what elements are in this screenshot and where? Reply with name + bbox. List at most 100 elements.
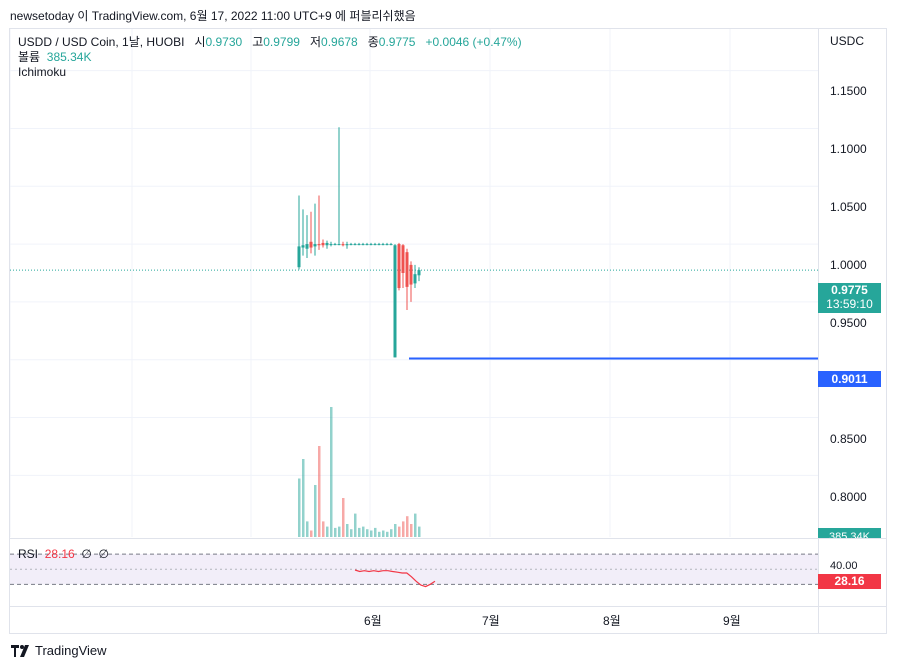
volume-bar bbox=[366, 529, 369, 537]
candle-body bbox=[357, 244, 361, 246]
time-label-sep: 9월 bbox=[723, 614, 741, 628]
candle-body bbox=[325, 242, 329, 246]
volume-bar bbox=[334, 527, 337, 537]
candle-body bbox=[305, 244, 309, 249]
change-value: +0.0046 (+0.47%) bbox=[425, 35, 522, 49]
volume-bar bbox=[402, 521, 405, 537]
volume-bar bbox=[310, 530, 313, 537]
high-label: 고 bbox=[252, 35, 264, 49]
price-tick: 1.0500 bbox=[830, 200, 867, 214]
volume-tag: 385.34K bbox=[818, 528, 881, 538]
volume-bar bbox=[342, 498, 345, 537]
volume-label: 볼륨 bbox=[18, 50, 41, 64]
volume-bar bbox=[418, 526, 421, 537]
rsi-param-1: ∅ bbox=[81, 547, 92, 561]
candle-body bbox=[309, 241, 313, 248]
close-value: 0.9775 bbox=[378, 35, 416, 49]
price-tick: 0.8000 bbox=[830, 490, 867, 504]
symbol-legend: USDD / USD Coin, 1날, HUOBI 시0.9730 고0.97… bbox=[18, 35, 522, 80]
rsi-line bbox=[354, 569, 436, 588]
tradingview-logo-icon bbox=[11, 644, 29, 657]
volume-bar bbox=[414, 513, 417, 537]
open-value: 0.9730 bbox=[205, 35, 243, 49]
candle-body bbox=[417, 270, 421, 276]
volume-bar bbox=[398, 526, 401, 537]
volume-bar bbox=[302, 459, 305, 537]
volume-bar bbox=[338, 526, 341, 537]
volume-bar bbox=[318, 446, 321, 537]
candle-body bbox=[393, 245, 397, 358]
candle-body bbox=[341, 244, 345, 246]
volume-bar bbox=[390, 529, 393, 537]
candle-body bbox=[313, 244, 317, 247]
rsi-current-value: 28.16 bbox=[44, 547, 75, 561]
candle-body bbox=[365, 244, 369, 246]
candle-body bbox=[397, 244, 401, 289]
bar-countdown: 13:59:10 bbox=[826, 297, 873, 311]
ichimoku-indicator-label[interactable]: Ichimoku bbox=[18, 65, 67, 79]
last-price-value: 0.9775 bbox=[831, 283, 868, 297]
last-price-tag: 0.9775 13:59:10 bbox=[818, 283, 881, 313]
volume-bar bbox=[394, 524, 397, 537]
candle-body bbox=[301, 245, 305, 248]
candle-body bbox=[381, 244, 385, 246]
price-axis-divider bbox=[818, 29, 819, 633]
volume-bar bbox=[346, 524, 349, 537]
candle-body bbox=[297, 246, 301, 268]
rsi-legend: RSI 28.16 ∅ ∅ bbox=[18, 547, 109, 561]
price-tick: 1.0000 bbox=[830, 258, 867, 272]
candle-body bbox=[405, 252, 409, 287]
candle-body bbox=[337, 244, 341, 246]
volume-bar bbox=[326, 526, 329, 537]
brand-name: TradingView bbox=[35, 643, 107, 658]
rsi-param-2: ∅ bbox=[98, 547, 109, 561]
candle-body bbox=[353, 244, 357, 246]
volume-bar bbox=[298, 478, 301, 537]
volume-bar bbox=[330, 407, 333, 537]
rsi-pane[interactable] bbox=[10, 539, 818, 607]
volume-bar bbox=[406, 516, 409, 537]
volume-bar bbox=[386, 531, 389, 537]
price-tick: 0.9500 bbox=[830, 316, 867, 330]
currency-unit[interactable]: USDC bbox=[830, 34, 865, 48]
price-tick: 0.8500 bbox=[830, 432, 867, 446]
candle-body bbox=[409, 264, 413, 285]
rsi-value-tag: 28.16 bbox=[818, 574, 881, 589]
high-value: 0.9799 bbox=[263, 35, 300, 49]
volume-bar bbox=[382, 530, 385, 537]
volume-bar bbox=[378, 531, 381, 537]
candle-body bbox=[349, 244, 353, 246]
time-axis-divider bbox=[10, 606, 886, 607]
publish-caption: newsetoday 이 TradingView.com, 6월 17, 202… bbox=[10, 9, 416, 23]
volume-bar bbox=[314, 485, 317, 537]
close-label: 종 bbox=[367, 35, 379, 49]
rsi-tick: 40.00 bbox=[830, 560, 858, 572]
time-label-jun: 6월 bbox=[364, 614, 382, 628]
tradingview-logo[interactable]: TradingView bbox=[11, 643, 107, 658]
candle-body bbox=[385, 244, 389, 246]
low-label: 저 bbox=[309, 35, 322, 49]
horizontal-line-price-tag: 0.9011 bbox=[818, 371, 881, 387]
candle-body bbox=[373, 244, 377, 246]
rsi-label[interactable]: RSI bbox=[18, 547, 39, 561]
low-value: 0.9678 bbox=[321, 35, 358, 49]
candle-body bbox=[377, 244, 381, 246]
candle-body bbox=[389, 244, 393, 246]
time-label-aug: 8월 bbox=[603, 614, 621, 628]
volume-bar bbox=[350, 529, 353, 537]
price-chart[interactable] bbox=[10, 29, 818, 537]
volume-bar bbox=[370, 530, 373, 537]
price-tick: 1.1500 bbox=[830, 84, 867, 98]
candle-body bbox=[369, 244, 373, 246]
volume-bar bbox=[354, 513, 357, 537]
candle-body bbox=[361, 244, 365, 246]
pane-divider[interactable] bbox=[10, 538, 886, 539]
symbol-title[interactable]: USDD / USD Coin, 1날, HUOBI bbox=[18, 35, 185, 49]
volume-bar bbox=[410, 524, 413, 537]
volume-value: 385.34K bbox=[46, 50, 92, 64]
volume-bar bbox=[322, 521, 325, 537]
open-label: 시 bbox=[194, 35, 206, 49]
candle-body bbox=[321, 242, 325, 246]
candle-body bbox=[345, 244, 349, 246]
candle-body bbox=[329, 244, 333, 246]
